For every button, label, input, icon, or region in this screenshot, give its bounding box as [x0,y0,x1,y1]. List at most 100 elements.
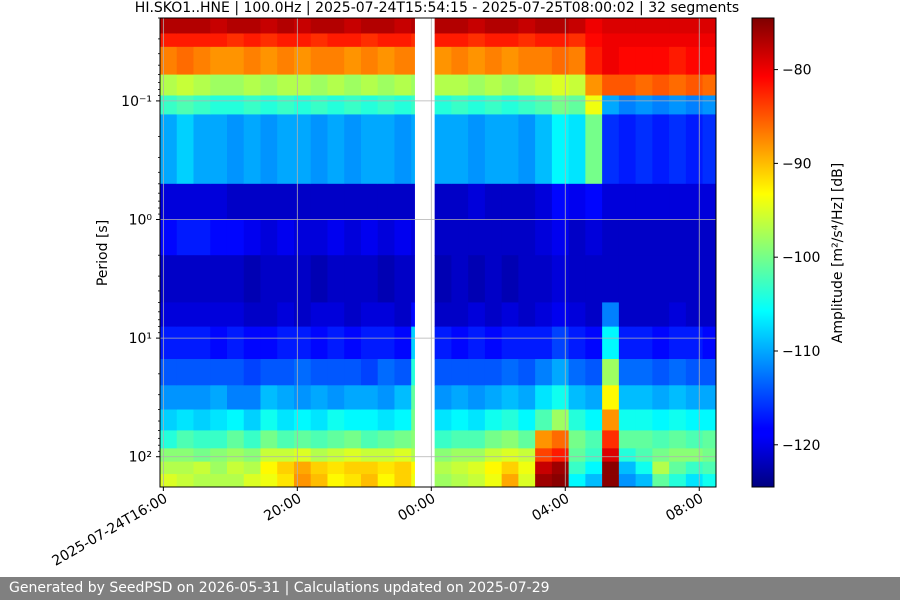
heatmap-cell [652,474,670,488]
heatmap-cell [585,18,603,34]
heatmap-cell [160,448,178,463]
heatmap-cell [518,430,536,449]
heatmap-cell [618,359,637,386]
heatmap-cell [210,302,228,328]
heatmap-cell [394,326,412,360]
heatmap-cell [568,302,586,328]
heatmap-cell [585,409,603,431]
heatmap-cell [226,219,245,256]
heatmap-cell [360,474,379,488]
heatmap-cell [327,302,345,328]
heatmap-cell [484,326,503,360]
heatmap-cell [327,255,345,303]
heatmap-cell [702,430,717,449]
heatmap-cell [585,183,603,220]
heatmap-cell [484,474,503,488]
heatmap-cell [310,18,328,34]
heatmap-cell [585,74,603,96]
heatmap-cell [468,114,486,185]
heatmap-cell [243,46,261,75]
heatmap-cell [551,385,570,410]
heatmap-cell [160,461,178,475]
heatmap-cell [652,255,670,303]
heatmap-cell [618,18,637,34]
heatmap-cell [226,46,245,75]
heatmap-cell [193,74,211,96]
heatmap-cell [293,302,312,328]
heatmap-cell [635,219,653,256]
heatmap-cell [344,183,362,220]
heatmap-cell [310,219,328,256]
heatmap-cell [518,474,536,488]
heatmap-cell [501,385,519,410]
heatmap-cell [451,409,469,431]
heatmap-cell [451,183,469,220]
heatmap-cell [226,255,245,303]
heatmap-cell [518,255,536,303]
heatmap-cell [501,46,519,75]
heatmap-cell [277,183,295,220]
heatmap-cell [451,46,469,75]
heatmap-cell [501,430,519,449]
heatmap-cell [160,219,178,256]
heatmap-cell [702,95,717,115]
heatmap-cell [210,95,228,115]
heatmap-cell [160,183,178,220]
heatmap-cell [618,74,637,96]
heatmap-cell [451,359,469,386]
heatmap-cell [293,74,312,96]
heatmap-cell [669,461,687,475]
heatmap-cell [585,326,603,360]
x-axis: 2025-07-24T16:00 20:00 00:00 04:00 08:00 [50,487,706,570]
heatmap-cell [176,430,194,449]
heatmap-cell [411,409,415,431]
heatmap-cell [176,74,194,96]
heatmap-cell [518,74,536,96]
heatmap-cell [468,302,486,328]
heatmap-cell [260,114,278,185]
heatmap-cell [535,95,553,115]
heatmap-cell [327,448,345,463]
heatmap-cell [360,114,379,185]
heatmap-cell [685,326,704,360]
heatmap-cell [685,114,704,185]
heatmap-cell [568,114,586,185]
heatmap-cell [344,326,362,360]
heatmap-cell [160,255,178,303]
heatmap-cell [411,302,415,328]
heatmap-cell [277,95,295,115]
heatmap-cell [327,430,345,449]
heatmap-cell [210,255,228,303]
heatmap-cell [260,74,278,96]
heatmap-cell [518,18,536,34]
heatmap-cell [568,461,586,475]
heatmap-cell [193,326,211,360]
chart-title: HI.SKO1..HNE | 100.0Hz | 2025-07-24T15:5… [135,0,739,16]
heatmap-cell [685,385,704,410]
heatmap-cell [669,409,687,431]
heatmap-cell [293,430,312,449]
heatmap-cell [193,461,211,475]
heatmap-cell [293,326,312,360]
heatmap-cell [468,474,486,488]
heatmap-cell [210,359,228,386]
heatmap-cell [434,474,452,488]
heatmap-cell [669,33,687,48]
heatmap-cell [360,461,379,475]
heatmap-cell [394,18,412,34]
heatmap-cell [484,95,503,115]
heatmap-cell [344,46,362,75]
heatmap-cell [468,95,486,115]
heatmap-cell [451,255,469,303]
heatmap-cell [669,326,687,360]
heatmap-cell [176,461,194,475]
heatmap-cell [243,385,261,410]
heatmap-cell [585,219,603,256]
heatmap-cell [602,448,620,463]
heatmap-cell [210,74,228,96]
heatmap-cell [535,183,553,220]
heatmap-cell [602,474,620,488]
heatmap-cell [377,461,395,475]
heatmap-cell [618,46,637,75]
heatmap-cell [394,114,412,185]
